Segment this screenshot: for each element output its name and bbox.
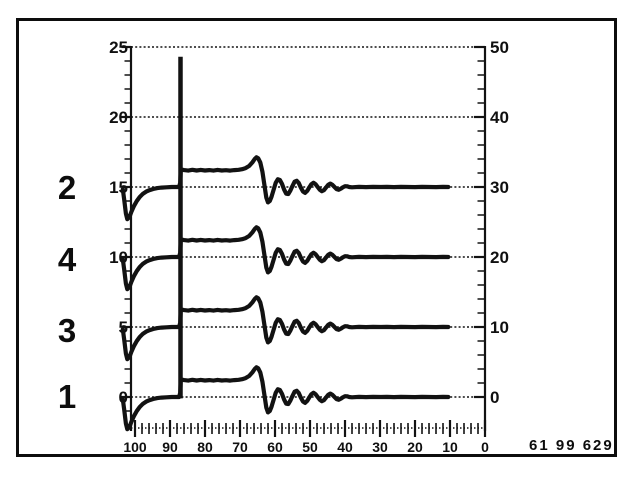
left-axis-tick-label: 25: [109, 38, 128, 57]
x-axis-tick-label: 20: [407, 439, 423, 455]
x-axis-tick-label: 80: [197, 439, 213, 455]
trace-4: [120, 225, 451, 292]
trace-label-2: 2: [57, 169, 77, 206]
trace-3: [120, 295, 451, 362]
y-axis-right: 50 40 30 20 10 0: [474, 38, 509, 431]
trace-label-4: 4: [57, 241, 77, 278]
right-axis-tick-label: 0: [490, 388, 499, 407]
right-axis-tick-label: 20: [490, 248, 509, 267]
x-axis-tick-label: 90: [162, 439, 178, 455]
trace-2: [120, 155, 451, 222]
x-axis-tick-label: 50: [302, 439, 318, 455]
right-axis-tick-label: 30: [490, 178, 509, 197]
figure-id-stamp: 61 99 629: [529, 437, 614, 454]
x-axis: 100 90 80 70 60 50 40 30 20 10 0: [123, 420, 489, 455]
x-axis-tick-label: 60: [267, 439, 283, 455]
right-axis-tick-label: 40: [490, 108, 509, 127]
trace-1: [120, 365, 451, 432]
x-axis-tick-label: 10: [442, 439, 458, 455]
x-axis-tick-label: 40: [337, 439, 353, 455]
trace-label-1: 1: [57, 378, 77, 415]
x-axis-tick-label: 0: [481, 439, 489, 455]
figure-border: [16, 18, 617, 457]
x-axis-tick-label: 30: [372, 439, 388, 455]
gridlines: [131, 46, 485, 398]
x-axis-tick-label: 100: [123, 439, 147, 455]
right-axis-tick-label: 50: [490, 38, 509, 57]
trace-label-3: 3: [57, 312, 77, 349]
left-axis-tick-label: 20: [109, 108, 128, 127]
x-axis-tick-label: 70: [232, 439, 248, 455]
right-axis-tick-label: 10: [490, 318, 509, 337]
